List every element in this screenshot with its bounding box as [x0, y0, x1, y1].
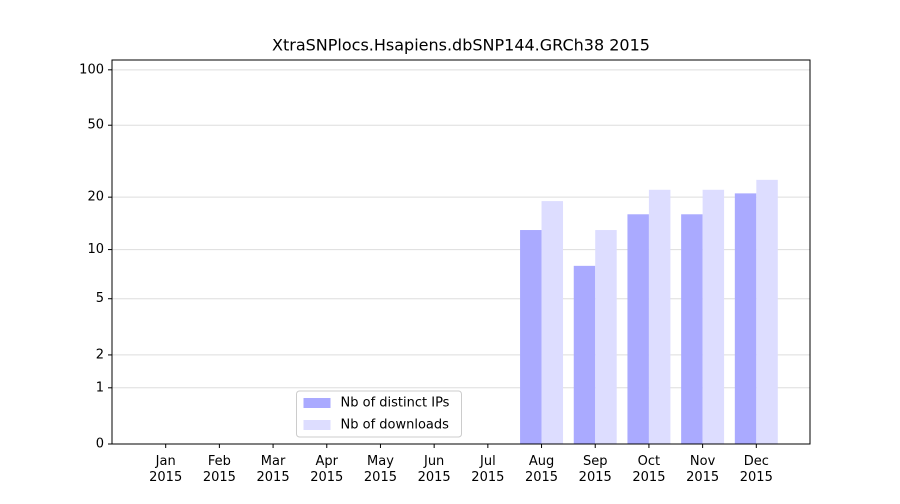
bar	[541, 201, 564, 444]
legend-swatch	[303, 420, 331, 430]
x-tick-label: Mar 2015	[257, 454, 290, 485]
x-tick-label: Oct 2015	[632, 454, 665, 485]
bar	[756, 179, 778, 445]
bar	[627, 214, 649, 444]
legend-box	[296, 390, 462, 438]
y-tick-label: 2	[96, 347, 104, 362]
x-tick-label: May 2015	[364, 454, 397, 485]
x-tick-label: Jun 2015	[418, 454, 451, 485]
y-tick-label: 20	[87, 190, 104, 205]
y-tick-label: 1	[96, 380, 104, 395]
bar	[681, 214, 703, 444]
y-tick-label: 100	[79, 62, 104, 77]
x-tick-label: Dec 2015	[740, 454, 773, 485]
legend-label: Nb of distinct IPs	[341, 396, 450, 411]
bar	[595, 230, 617, 444]
bar	[573, 265, 596, 444]
x-tick-label: Aug 2015	[525, 454, 558, 485]
chart-title: XtraSNPlocs.Hsapiens.dbSNP144.GRCh38 201…	[272, 36, 650, 55]
y-tick-label: 5	[96, 291, 104, 306]
x-tick-label: Sep 2015	[579, 454, 612, 485]
legend-swatch	[303, 398, 331, 408]
x-tick-label: Nov 2015	[686, 454, 719, 485]
y-tick-label: 0	[96, 437, 104, 452]
bar	[520, 230, 542, 444]
x-tick-label: Feb 2015	[203, 454, 236, 485]
bar	[648, 189, 671, 444]
plot-frame	[111, 59, 811, 445]
legend-label: Nb of downloads	[341, 418, 450, 433]
bar	[734, 193, 757, 444]
x-tick-label: Jul 2015	[471, 454, 504, 485]
y-tick-label: 10	[87, 242, 104, 257]
x-tick-label: Jan 2015	[149, 454, 182, 485]
x-tick-label: Apr 2015	[310, 454, 343, 485]
y-tick-label: 50	[87, 118, 104, 133]
bar	[702, 189, 725, 444]
